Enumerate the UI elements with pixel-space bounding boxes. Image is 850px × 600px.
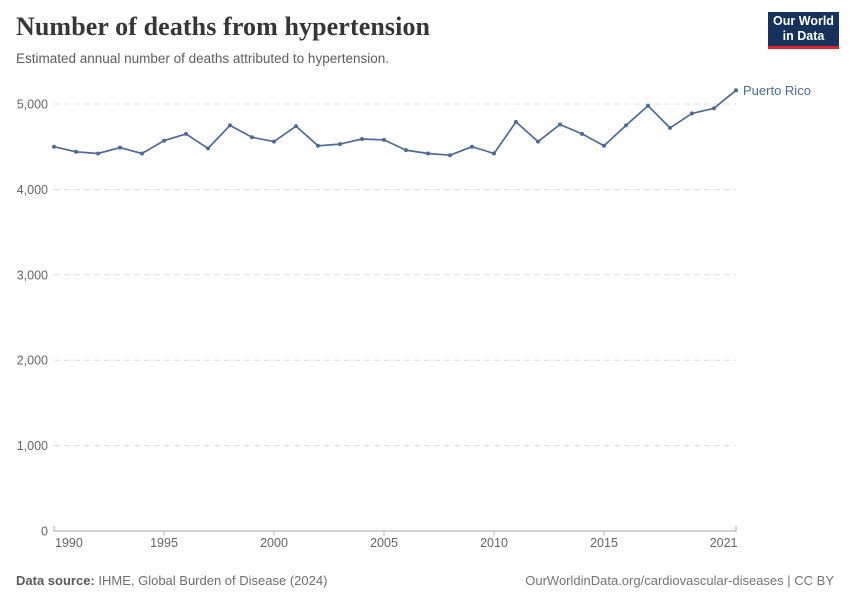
x-tick-label: 2021 [710,536,738,550]
owid-logo-line1: Our World [773,14,834,28]
y-tick-label: 0 [41,525,48,539]
x-tick-label: 2010 [480,536,508,550]
x-tick-label: 1995 [150,536,178,550]
y-tick-label: 5,000 [17,98,48,112]
chart-footer: Data source: IHME, Global Burden of Dise… [0,572,850,588]
data-source: Data source: IHME, Global Burden of Dise… [16,573,327,588]
plot-area[interactable] [54,84,736,531]
credit-link: OurWorldinData.org/cardiovascular-diseas… [525,573,834,588]
y-tick-label: 2,000 [17,354,48,368]
data-source-text: IHME, Global Burden of Disease (2024) [94,573,328,588]
y-tick-label: 1,000 [17,439,48,453]
x-tick-label: 2000 [260,536,288,550]
x-tick-label: 1990 [55,536,83,550]
x-tick-label: 2005 [370,536,398,550]
y-tick-label: 4,000 [17,183,48,197]
data-source-label: Data source: [16,573,95,588]
owid-logo: Our World in Data [768,12,839,49]
x-tick-label: 2015 [590,536,618,550]
owid-logo-line2: in Data [782,29,825,43]
page-title: Number of deaths from hypertension [16,12,431,41]
chart-subtitle: Estimated annual number of deaths attrib… [16,51,389,66]
y-tick-label: 3,000 [17,268,48,282]
series-label: Puerto Rico [743,83,811,98]
